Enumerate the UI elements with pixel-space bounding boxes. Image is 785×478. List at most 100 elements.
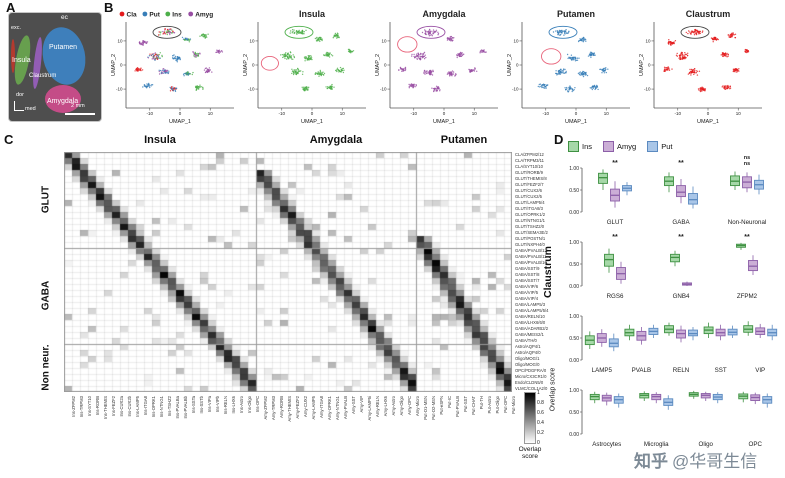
heatmap-row-label: GABA/PVALB/12 [515, 248, 547, 253]
heatmap-row-label: GLUT/FEZF2/7 [515, 182, 544, 187]
heatmap-row-label: GABA/LAMP5/5/4 [515, 308, 549, 313]
heatmap-row-label: GLUT/ITGA8/3 [515, 206, 543, 211]
umap-title: Putamen [557, 9, 595, 19]
svg-text:0: 0 [707, 111, 710, 116]
heatmap-col-label: Ins-THEMIS [102, 396, 108, 419]
heatmap-col-label: Ins-LHX6 [230, 396, 236, 414]
box-ins [604, 253, 614, 267]
umap-plot-putamen: Putamen -10 10 0 0 10 -10 UMAP_1 UMAP_2 [507, 9, 630, 125]
box-put [688, 193, 698, 205]
cluster-annotation [284, 25, 314, 39]
heatmap-col-label: Put-eSPN [438, 396, 444, 415]
svg-text:10: 10 [340, 111, 346, 116]
umap-plot-insula: Insula -10 10 0 0 10 -10 UMAP_1 UMAP_2 [243, 9, 366, 125]
panel-c-label: C [4, 132, 14, 147]
heatmap-row-label: GLUT/CUX2/5 [515, 194, 542, 199]
panel-b-label: B [104, 0, 114, 15]
boxplot-row-4: 0.00 0.50 1.00 Astrocytes Microglia Oligo OPC [569, 388, 773, 448]
heatmap-col-label: Amy-NTNG1 [334, 396, 340, 420]
svg-text:0: 0 [648, 63, 651, 68]
legend-item-amyg: Amyg [603, 141, 636, 152]
boxplot-category-label: PVALB [632, 367, 652, 374]
heatmap-col-label: Amy-Astro [390, 396, 396, 416]
heatmap-col-label: Ins-ZFPM2 [70, 396, 76, 417]
heatmap-title-amygdala: Amygdala [309, 134, 363, 146]
umap-axes: -10 10 0 0 10 -10 UMAP_1 UMAP_2 [243, 22, 366, 125]
svg-text:UMAP_2: UMAP_2 [639, 54, 645, 76]
heatmap-col-label: Ins-TSHZ2 [166, 396, 172, 417]
boxplot-category-label: SST [715, 367, 727, 374]
svg-text:0.50: 0.50 [569, 336, 579, 342]
heatmap-col-label: Amy-Micro [414, 396, 420, 417]
heatmap-row-label: GABA/MEIS2/1 [515, 332, 544, 337]
svg-text:0: 0 [443, 111, 446, 116]
umap-axes: -10 10 0 0 10 -10 UMAP_1 UMAP_2 [639, 22, 762, 125]
heatmap-col-label: Ins-SSTa [190, 396, 196, 413]
legend-item-ins: Ins [568, 141, 592, 152]
box-ins [598, 172, 608, 184]
svg-text:-10: -10 [675, 111, 682, 116]
heatmap-row-label: GLUT/LAMP5/4 [515, 200, 545, 205]
panel-d-label: D [554, 132, 564, 147]
colorbar-tick: 0.4 [537, 420, 544, 426]
heatmap-col-label: Amy-RELN [374, 396, 380, 417]
heatmap-row-label: GLUT/TSHZ2/0 [515, 224, 545, 229]
cluster-annotation [260, 55, 279, 71]
heatmap-col-label: Put-Oligo [494, 396, 500, 414]
heatmap-col-label: Put-OPC [502, 396, 508, 413]
legend-dot-put [142, 11, 148, 17]
heatmap-col-label: Ins-LAMP5 [134, 396, 140, 417]
label-insula: Insula [12, 57, 31, 64]
legend-label-cla: Cla [127, 12, 138, 19]
boxplot-category-label: LAMP5 [592, 367, 613, 374]
heatmap-col-label: Ins-CUX2b [126, 396, 132, 417]
heatmap-row-label: OPC/PDGFRA/0 [515, 368, 547, 373]
svg-text:UMAP_1: UMAP_1 [565, 119, 587, 125]
heatmap-row-label: VLMC/COL1A2/0 [515, 386, 548, 391]
heatmap-col-label: Put-SST [462, 396, 468, 412]
svg-text:-10: -10 [512, 87, 519, 92]
heatmap-row-label: Oligo/MOG/1 [515, 356, 540, 361]
boxplot-category-label: GNB4 [673, 293, 690, 300]
boxplot-legend: Ins Amyg Put [568, 141, 672, 152]
panel-a-label: A [6, 0, 16, 15]
legend-swatch-amyg [603, 141, 615, 152]
svg-text:0.00: 0.00 [569, 210, 579, 216]
svg-text:0: 0 [384, 63, 387, 68]
umap-title: Claustrum [686, 9, 731, 19]
svg-text:-10: -10 [116, 87, 123, 92]
boxplot-category-label: GABA [672, 219, 690, 226]
overlap-score-axis-label: Overlap score [549, 367, 557, 412]
heatmap-title-putamen: Putamen [440, 134, 488, 146]
label-claustrum: Claustrum [29, 73, 57, 79]
svg-text:UMAP_1: UMAP_1 [301, 119, 323, 125]
heatmap-row-label: GLUT/CUX2/6 [515, 188, 542, 193]
svg-text:0.00: 0.00 [569, 432, 579, 438]
svg-text:10: 10 [736, 111, 742, 116]
claustrum-side-label: Claustrum [542, 246, 554, 298]
svg-text:10: 10 [472, 111, 478, 116]
heatmap-col-label: Ins-NTNG1 [158, 396, 164, 418]
boxplot-category-label: GLUT [607, 219, 624, 226]
boxplot-row-3: 0.00 0.50 1.00 LAMP5 PVALB RELN SST VIP [569, 314, 778, 374]
heatmap-title-insula: Insula [144, 134, 176, 146]
heatmap-col-label: Amy-THEMIS [286, 396, 292, 422]
label-amygdala: Amygdala [47, 98, 79, 105]
colorbar-tick: 0 [537, 440, 540, 446]
row-group-nonneur: Non neur. [40, 344, 52, 391]
heatmap-col-label: Put-D1-MSN [422, 396, 428, 420]
label-dor: dor [16, 92, 24, 98]
svg-text:-10: -10 [279, 111, 286, 116]
heatmap-col-label: Amy-CUX2 [302, 396, 308, 417]
umap-title: Amygdala [422, 9, 466, 19]
box-amyg [676, 185, 686, 198]
box-ins [670, 253, 680, 263]
svg-text:0.50: 0.50 [569, 188, 579, 194]
legend-label-put: Put [149, 12, 160, 19]
legend-dot-amyg [188, 11, 194, 17]
boxplot-category-label: ZFPM2 [737, 293, 758, 300]
umap-plot-combined: Cla Put Ins Amyg -10 10 0 0 10 -10 UMAP_1 UMAP_2 [111, 11, 234, 125]
heatmap-col-label: Ins-OPC [254, 396, 260, 413]
umap-plot-amygdala: Amygdala -10 10 0 0 10 -10 UMAP_1 UMAP_2 [375, 9, 498, 125]
heatmap-col-label: Amy-LAMP5 [310, 396, 316, 420]
